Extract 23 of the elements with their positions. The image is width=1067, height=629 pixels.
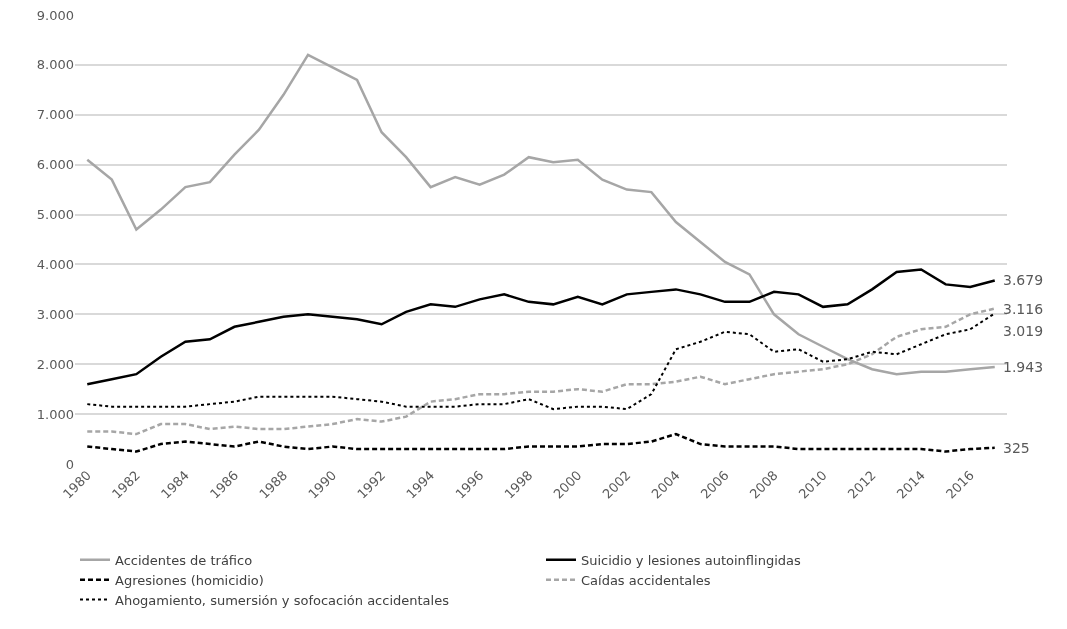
legend-label: Accidentes de tráfico [115,552,253,568]
data-label: 3.679 [1003,272,1044,288]
y-tick-label: 0 [65,456,74,472]
legend-label: Ahogamiento, sumersión y sofocación accidentales [115,592,450,608]
line-series [86,432,996,453]
y-tick-label: 1.000 [36,406,74,422]
data-label: 1.943 [1003,359,1044,375]
y-tick-label: 8.000 [36,57,74,73]
data-label: 3.019 [1003,323,1044,339]
legend-label: Caídas accidentales [581,572,711,588]
y-tick-label: 3.000 [36,306,74,322]
data-label: 3.116 [1003,301,1044,317]
y-tick-label: 2.000 [36,356,74,372]
y-tick-label: 9.000 [36,7,74,23]
line-series [86,312,996,411]
y-tick-label: 7.000 [36,107,74,123]
legend-label: Suicidio y lesiones autoinflingidas [581,552,801,568]
line-series [86,268,996,386]
y-tick-label: 6.000 [36,157,74,173]
y-tick-label: 4.000 [36,256,74,272]
y-tick-label: 5.000 [36,207,74,223]
legend-label: Agresiones (homicidio) [115,572,264,588]
data-label: 325 [1003,440,1030,456]
